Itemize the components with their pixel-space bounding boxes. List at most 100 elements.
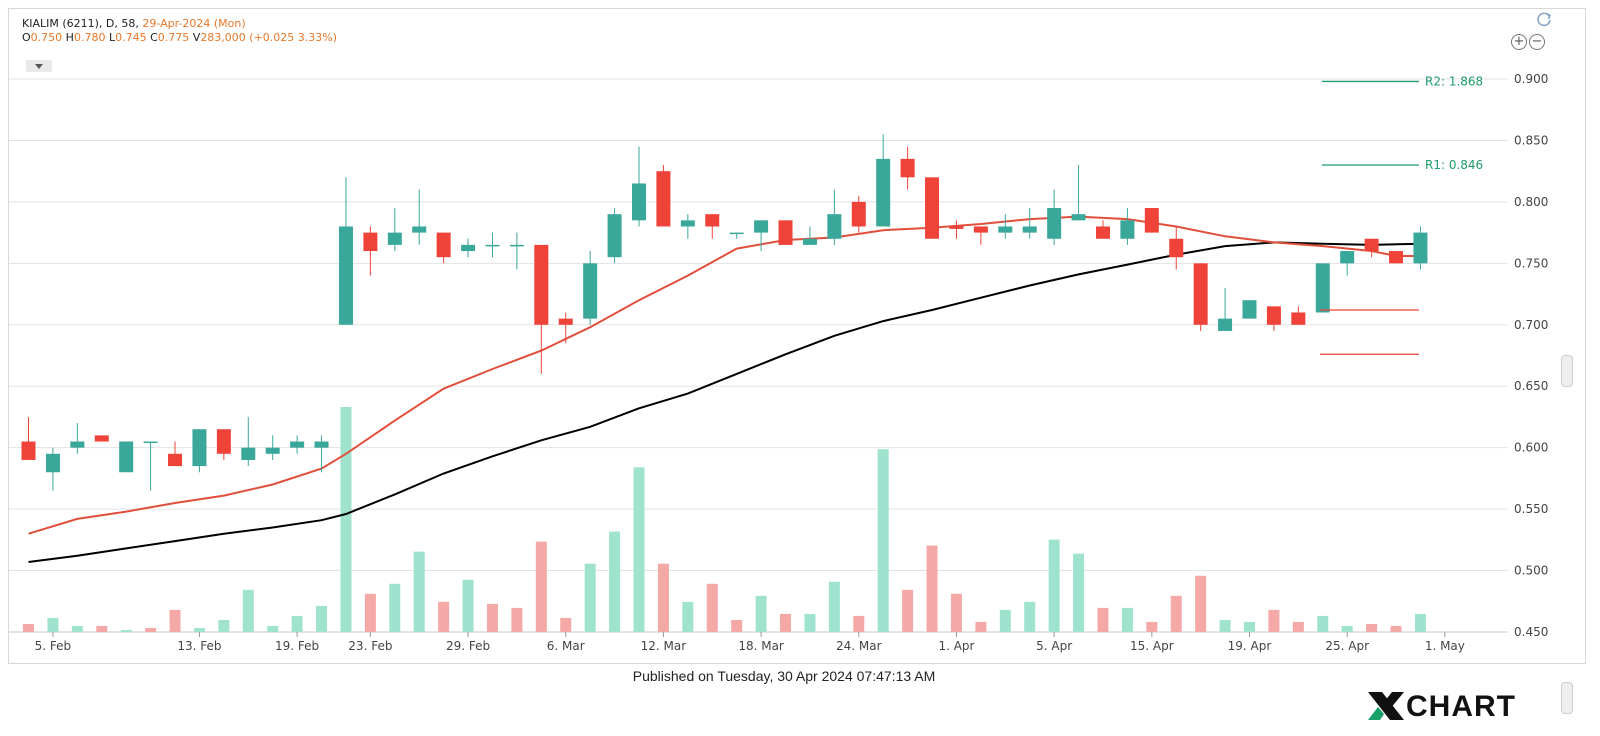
refresh-icon[interactable] xyxy=(1535,10,1553,28)
candle-body xyxy=(729,232,744,235)
volume-bar xyxy=(1048,539,1060,632)
volume-bars xyxy=(23,407,1426,632)
volume-bar xyxy=(584,563,596,632)
volume-bar xyxy=(145,627,157,632)
volume-bar xyxy=(1195,575,1207,632)
volume-bar xyxy=(120,630,132,632)
level-label: R1: 0.846 xyxy=(1425,158,1483,172)
candle-body xyxy=(851,201,866,227)
volume-bar xyxy=(706,583,718,632)
y-tick-label: 0.500 xyxy=(1514,564,1548,578)
zoom-in-button[interactable]: + xyxy=(1511,34,1527,50)
moving-average-lines xyxy=(28,215,1421,563)
candle-body xyxy=(1315,263,1330,313)
candle-body xyxy=(558,318,573,325)
volume-bar xyxy=(682,601,694,632)
candle-body xyxy=(1340,251,1355,264)
volume-bar xyxy=(1292,621,1304,632)
legend-toggle-button[interactable] xyxy=(26,60,52,72)
high-value: 0.780 xyxy=(73,31,106,44)
volume-bar xyxy=(877,449,889,632)
candle-body xyxy=(656,171,671,227)
candle-body xyxy=(21,441,36,460)
volume-bar xyxy=(755,595,767,632)
volume-bar xyxy=(609,531,621,632)
x-tick-label: 25. Apr xyxy=(1325,639,1369,653)
volume-bar xyxy=(193,627,205,632)
volume-bar xyxy=(1073,553,1085,632)
candle-body xyxy=(1047,208,1062,239)
candle-body xyxy=(387,232,402,245)
x-tick-label: 13. Feb xyxy=(177,639,221,653)
y-tick-label: 0.650 xyxy=(1514,379,1548,393)
brand-name: CHART xyxy=(1406,690,1516,723)
y-axis-labels: 0.450 0.500 0.550 0.600 0.650 0.700 0.750 0.800… xyxy=(1514,72,1548,639)
candle-body xyxy=(778,220,793,245)
candle-body xyxy=(241,447,256,460)
volume-bar xyxy=(1366,623,1378,632)
volume-bar xyxy=(999,609,1011,632)
volume-bar xyxy=(1414,613,1426,632)
volume-bar xyxy=(1390,625,1402,632)
zoom-out-button[interactable]: − xyxy=(1529,34,1545,50)
candle-body xyxy=(973,226,988,233)
candle-body xyxy=(412,226,427,233)
candle-body xyxy=(509,244,524,247)
candle-body xyxy=(485,244,500,247)
candle-body xyxy=(876,158,891,227)
volume-bar xyxy=(1244,621,1255,632)
candle-body xyxy=(216,429,231,454)
x-tick-label: 12. Mar xyxy=(641,639,687,653)
candle-body xyxy=(754,220,769,233)
scroll-handle[interactable] xyxy=(1561,682,1573,714)
panel-expand-handle[interactable] xyxy=(1561,355,1573,387)
date-label: 29-Apr-2024 (Mon) xyxy=(142,17,246,30)
candle-body xyxy=(314,441,329,448)
y-tick-label: 0.550 xyxy=(1514,502,1548,516)
volume-bar xyxy=(853,615,865,632)
volume-bar xyxy=(1024,601,1036,632)
x-axis-labels: 5. Feb 13. Feb 19. Feb 23. Feb 29. Feb 6. Mar… xyxy=(9,631,1508,653)
candle-body xyxy=(1218,318,1233,331)
volume-bar xyxy=(1341,625,1353,632)
x-tick-label: 29. Feb xyxy=(446,639,490,653)
candle-body xyxy=(168,453,183,467)
open-value: 0.750 xyxy=(30,31,63,44)
chart-frame xyxy=(8,8,1586,664)
y-tick-label: 0.800 xyxy=(1514,195,1548,209)
candle-body xyxy=(45,453,60,473)
volume-bar xyxy=(804,613,816,632)
candle-body xyxy=(363,232,378,252)
volume-label: V xyxy=(192,31,201,44)
candle-body xyxy=(1193,263,1208,325)
volume-bar xyxy=(731,619,743,632)
candle-body xyxy=(461,244,476,252)
volume-bar xyxy=(975,621,987,632)
candle-body xyxy=(1144,208,1159,233)
candle-body xyxy=(338,226,353,325)
volume-value: 283,000 (+0.025 3.33%) xyxy=(200,31,338,44)
candle-body xyxy=(802,238,817,245)
x-tick-label: 15. Apr xyxy=(1130,639,1174,653)
volume-bar xyxy=(926,545,938,632)
candle-body xyxy=(632,183,646,221)
chart-header: KIALIM (6211), D, 58, 29-Apr-2024 (Mon) … xyxy=(22,17,337,45)
volume-bar xyxy=(902,589,914,632)
candle-body xyxy=(1364,238,1379,252)
x-tick-label: 1. Apr xyxy=(938,639,974,653)
low-label: L xyxy=(108,31,116,44)
y-tick-label: 0.600 xyxy=(1514,441,1548,455)
candle-body xyxy=(680,220,695,227)
ma-long-line xyxy=(28,241,1421,563)
volume-bar xyxy=(242,589,254,632)
candle-body xyxy=(1242,300,1257,319)
x-tick-label: 5. Feb xyxy=(35,639,72,653)
volume-bar xyxy=(47,617,59,632)
x-tick-label: 19. Apr xyxy=(1228,639,1272,653)
y-tick-label: 0.900 xyxy=(1514,72,1548,86)
candle-body xyxy=(900,158,915,178)
ma-short-line xyxy=(28,215,1421,535)
volume-bar xyxy=(828,581,840,632)
volume-bar xyxy=(1219,619,1231,632)
